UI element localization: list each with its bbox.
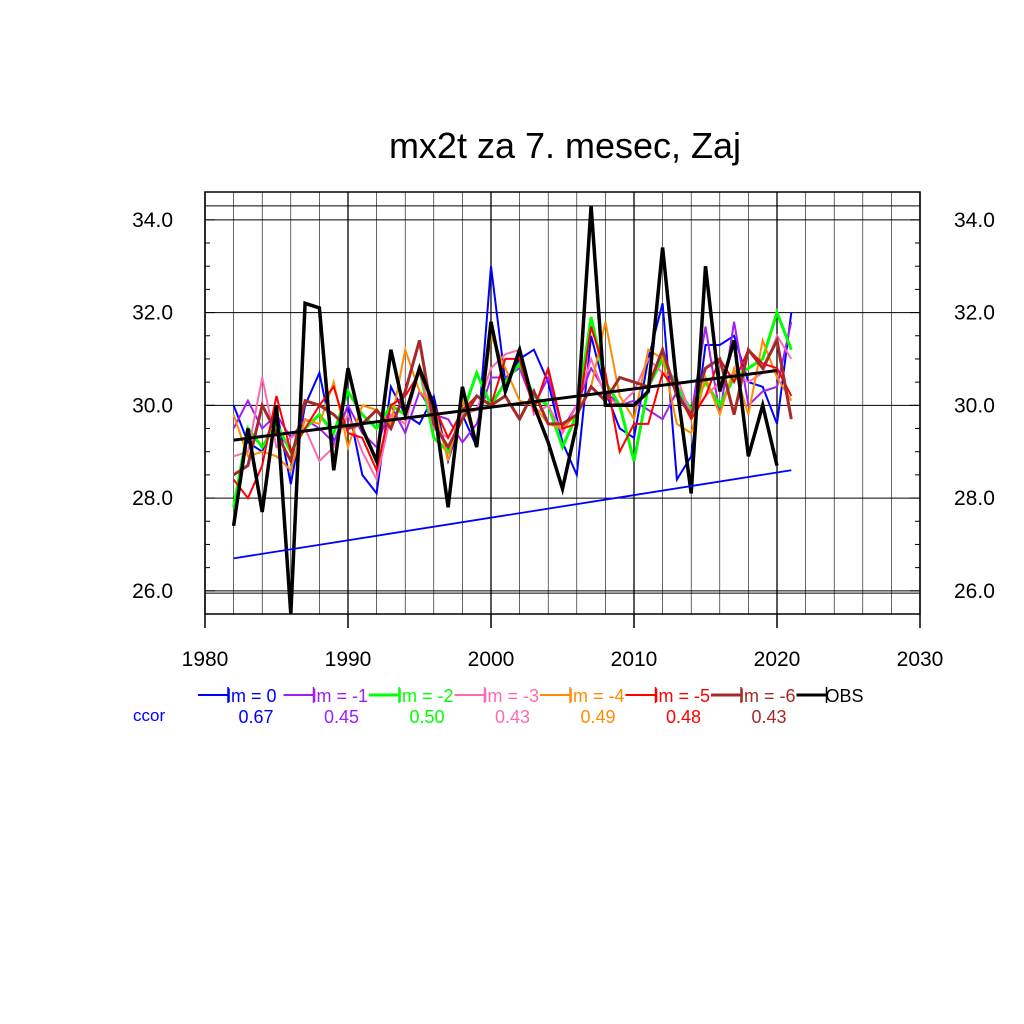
grid-layer bbox=[204, 192, 921, 614]
axes-layer: 26.0 26.0 28.0 28.0 30.0 30.0 32.0 32.0 34.0 34.0… bbox=[132, 191, 995, 671]
y-tick-label: 32.0 bbox=[132, 302, 173, 325]
legend-ccor-value: 0.67 bbox=[238, 707, 273, 727]
series-layer bbox=[231, 205, 793, 615]
y-tick-label-right: 30.0 bbox=[954, 394, 995, 417]
legend-label: lm = -3 bbox=[484, 686, 540, 706]
y-tick-label: 26.0 bbox=[132, 580, 173, 603]
y-tick-label-right: 26.0 bbox=[954, 580, 995, 603]
chart-title: mx2t za 7. mesec, Zaj bbox=[389, 125, 741, 166]
legend-ccor-value: 0.48 bbox=[666, 707, 701, 727]
x-tick-label: 2000 bbox=[468, 648, 515, 671]
legend-ccor-value: 0.50 bbox=[409, 707, 444, 727]
y-tick-label-right: 28.0 bbox=[954, 487, 995, 510]
legend-label: lm = -6 bbox=[740, 686, 796, 706]
legend-label: lm = -2 bbox=[398, 686, 454, 706]
legend-ccor-value: 0.43 bbox=[751, 707, 786, 727]
trend-line bbox=[233, 369, 778, 442]
plot-frame bbox=[204, 191, 921, 615]
x-tick-label: 2020 bbox=[754, 648, 801, 671]
legend-ccor-value: 0.45 bbox=[324, 707, 359, 727]
legend-label: lm = -4 bbox=[569, 686, 625, 706]
trend-line bbox=[233, 469, 792, 560]
legend-label: lm = -5 bbox=[655, 686, 711, 706]
x-tick-label: 1980 bbox=[182, 648, 229, 671]
series-line-obs bbox=[231, 205, 779, 615]
legend-ccor-value: 0.43 bbox=[495, 707, 530, 727]
legend-ccor-value: 0.49 bbox=[580, 707, 615, 727]
y-tick-label-right: 34.0 bbox=[954, 209, 995, 232]
y-tick-label: 30.0 bbox=[132, 394, 173, 417]
x-tick-label: 2030 bbox=[897, 648, 944, 671]
legend-label: lm = 0 bbox=[227, 686, 277, 706]
ccor-label: ccor bbox=[133, 706, 165, 725]
x-tick-label: 1990 bbox=[325, 648, 372, 671]
y-tick-label: 28.0 bbox=[132, 487, 173, 510]
legend-label: OBS bbox=[826, 686, 864, 706]
y-tick-label-right: 32.0 bbox=[954, 302, 995, 325]
legend-label: lm = -1 bbox=[313, 686, 369, 706]
y-tick-label: 34.0 bbox=[132, 209, 173, 232]
x-tick-label: 2010 bbox=[611, 648, 658, 671]
